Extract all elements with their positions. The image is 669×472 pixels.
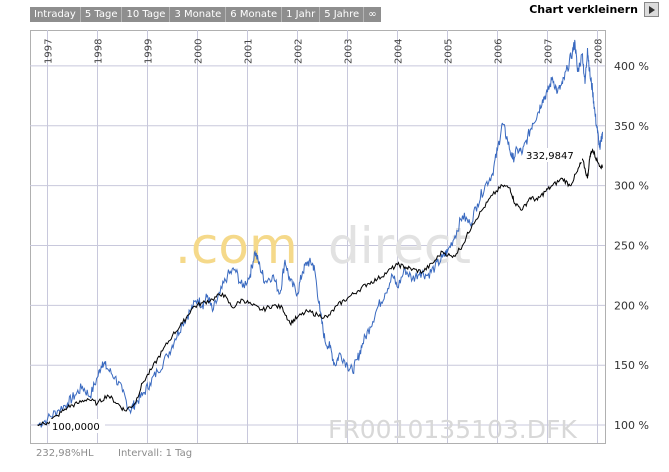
x-tick-label: 2007 bbox=[544, 39, 555, 64]
series-group bbox=[37, 39, 603, 429]
comdirect-watermark-com: .com bbox=[175, 217, 298, 275]
tab-1-jahr[interactable]: 1 Jahr bbox=[282, 7, 320, 22]
shrink-chart-control: Chart verkleinern bbox=[529, 2, 659, 17]
tab-10-tage[interactable]: 10 Tage bbox=[122, 7, 170, 22]
y-tick-label: 100 % bbox=[614, 419, 649, 432]
y-tick-label: 150 % bbox=[614, 359, 649, 372]
x-tick-label: 2001 bbox=[244, 39, 255, 64]
x-tick-label: 2005 bbox=[444, 39, 455, 64]
y-tick-label: 200 % bbox=[614, 299, 649, 312]
x-tick-label: 2000 bbox=[194, 39, 205, 64]
grid bbox=[30, 30, 605, 443]
period-tabs: Intraday 5 Tage 10 Tage 3 Monate 6 Monat… bbox=[30, 7, 381, 22]
tab-6-monate[interactable]: 6 Monate bbox=[226, 7, 282, 22]
interval-label: Intervall: 1 Tag bbox=[118, 448, 193, 459]
symbol-watermark: FR0010135103.DFK bbox=[328, 415, 577, 444]
last-value-label-bg bbox=[524, 148, 582, 162]
shrink-chart-button[interactable] bbox=[644, 2, 659, 17]
y-tick-label: 350 % bbox=[614, 120, 649, 133]
series-line-black bbox=[37, 148, 603, 427]
shrink-chart-link[interactable]: Chart verkleinern bbox=[529, 3, 638, 16]
axis-ticks: 100 % 150 % 200 % 250 % 300 % 350 % 400 % 1997 1… bbox=[44, 39, 649, 432]
x-tick-label: 1997 bbox=[44, 39, 55, 64]
tab-all[interactable]: ∞ bbox=[364, 7, 381, 22]
range-percent-label: 232,98%HL bbox=[36, 448, 94, 459]
tab-3-monate[interactable]: 3 Monate bbox=[170, 7, 226, 22]
tab-5-jahre[interactable]: 5 Jahre bbox=[320, 7, 364, 22]
y-tick-label: 300 % bbox=[614, 180, 649, 193]
tab-intraday[interactable]: Intraday bbox=[30, 7, 80, 22]
start-value-label: 100,0000 bbox=[52, 422, 100, 433]
y-tick-label: 250 % bbox=[614, 239, 649, 252]
series-line-blue bbox=[37, 39, 603, 429]
plot-frame bbox=[30, 30, 606, 444]
x-tick-label: 2006 bbox=[494, 39, 505, 64]
x-tick-label: 1999 bbox=[144, 39, 155, 64]
start-value-label-bg bbox=[50, 419, 105, 433]
x-tick-label: 2008 bbox=[594, 39, 605, 64]
x-tick-label: 1998 bbox=[94, 39, 105, 64]
last-value-label: 332,9847 bbox=[526, 151, 574, 162]
play-arrow-icon bbox=[649, 5, 655, 14]
x-tick-label: 2003 bbox=[344, 39, 355, 64]
x-tick-label: 2004 bbox=[394, 39, 405, 64]
x-tick-label: 2002 bbox=[294, 39, 305, 64]
tab-5-tage[interactable]: 5 Tage bbox=[80, 7, 122, 22]
y-tick-label: 400 % bbox=[614, 60, 649, 73]
